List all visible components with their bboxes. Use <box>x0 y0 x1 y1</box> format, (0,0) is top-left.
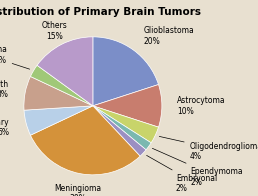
Text: Oligodendroglioma
4%: Oligodendroglioma 4% <box>159 136 258 161</box>
Wedge shape <box>24 106 93 135</box>
Text: Others
15%: Others 15% <box>42 21 68 41</box>
Text: Lymphoma
3%: Lymphoma 3% <box>0 45 30 69</box>
Wedge shape <box>30 65 93 106</box>
Text: Embryonal
2%: Embryonal 2% <box>147 155 217 193</box>
Title: Distribution of Primary Brain Tumors: Distribution of Primary Brain Tumors <box>0 7 201 17</box>
Wedge shape <box>93 106 151 150</box>
Wedge shape <box>93 37 158 106</box>
Text: Astrocytoma
10%: Astrocytoma 10% <box>177 96 226 115</box>
Text: Pituitary
6%: Pituitary 6% <box>0 118 9 137</box>
Wedge shape <box>30 106 140 175</box>
Text: Ependymoma
2%: Ependymoma 2% <box>152 148 243 187</box>
Wedge shape <box>37 37 93 106</box>
Text: Nerve Sheath
8%: Nerve Sheath 8% <box>0 80 8 99</box>
Wedge shape <box>93 106 146 156</box>
Text: Meningioma
30%: Meningioma 30% <box>54 184 102 196</box>
Wedge shape <box>93 106 158 143</box>
Wedge shape <box>93 84 162 127</box>
Wedge shape <box>24 76 93 110</box>
Text: Glioblastoma
20%: Glioblastoma 20% <box>143 26 194 46</box>
